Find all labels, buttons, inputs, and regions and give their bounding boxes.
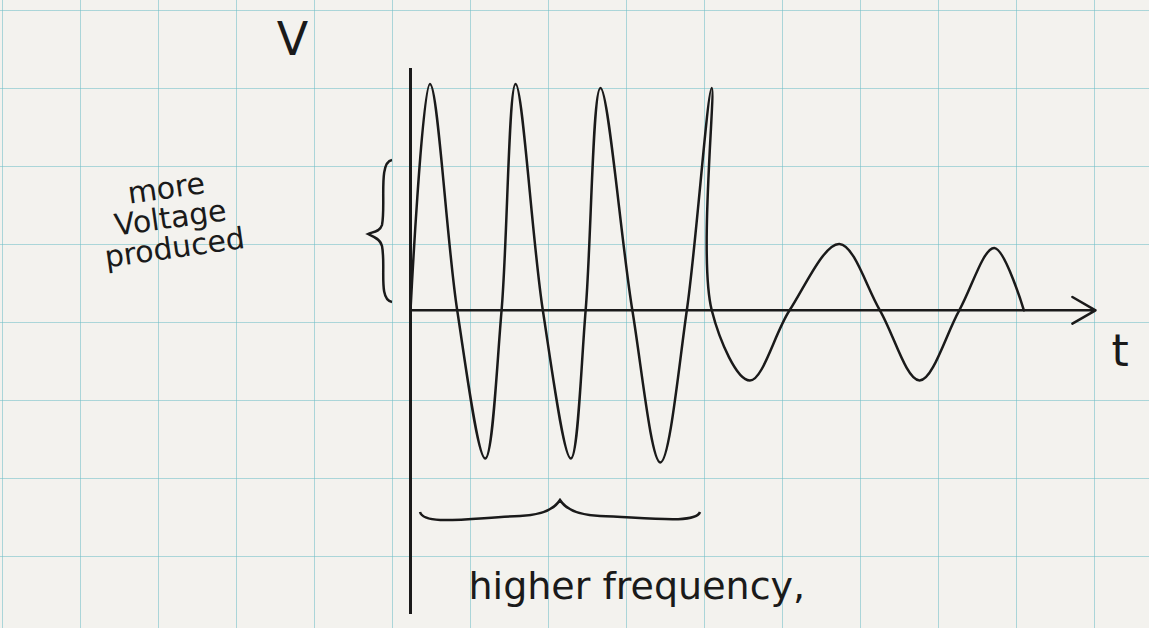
svg-text:higher frequency,: higher frequency, <box>469 564 806 608</box>
svg-text:V: V <box>277 12 309 66</box>
svg-text:t: t <box>1112 325 1129 376</box>
svg-text:moreVoltageproduced: moreVoltageproduced <box>94 161 247 275</box>
